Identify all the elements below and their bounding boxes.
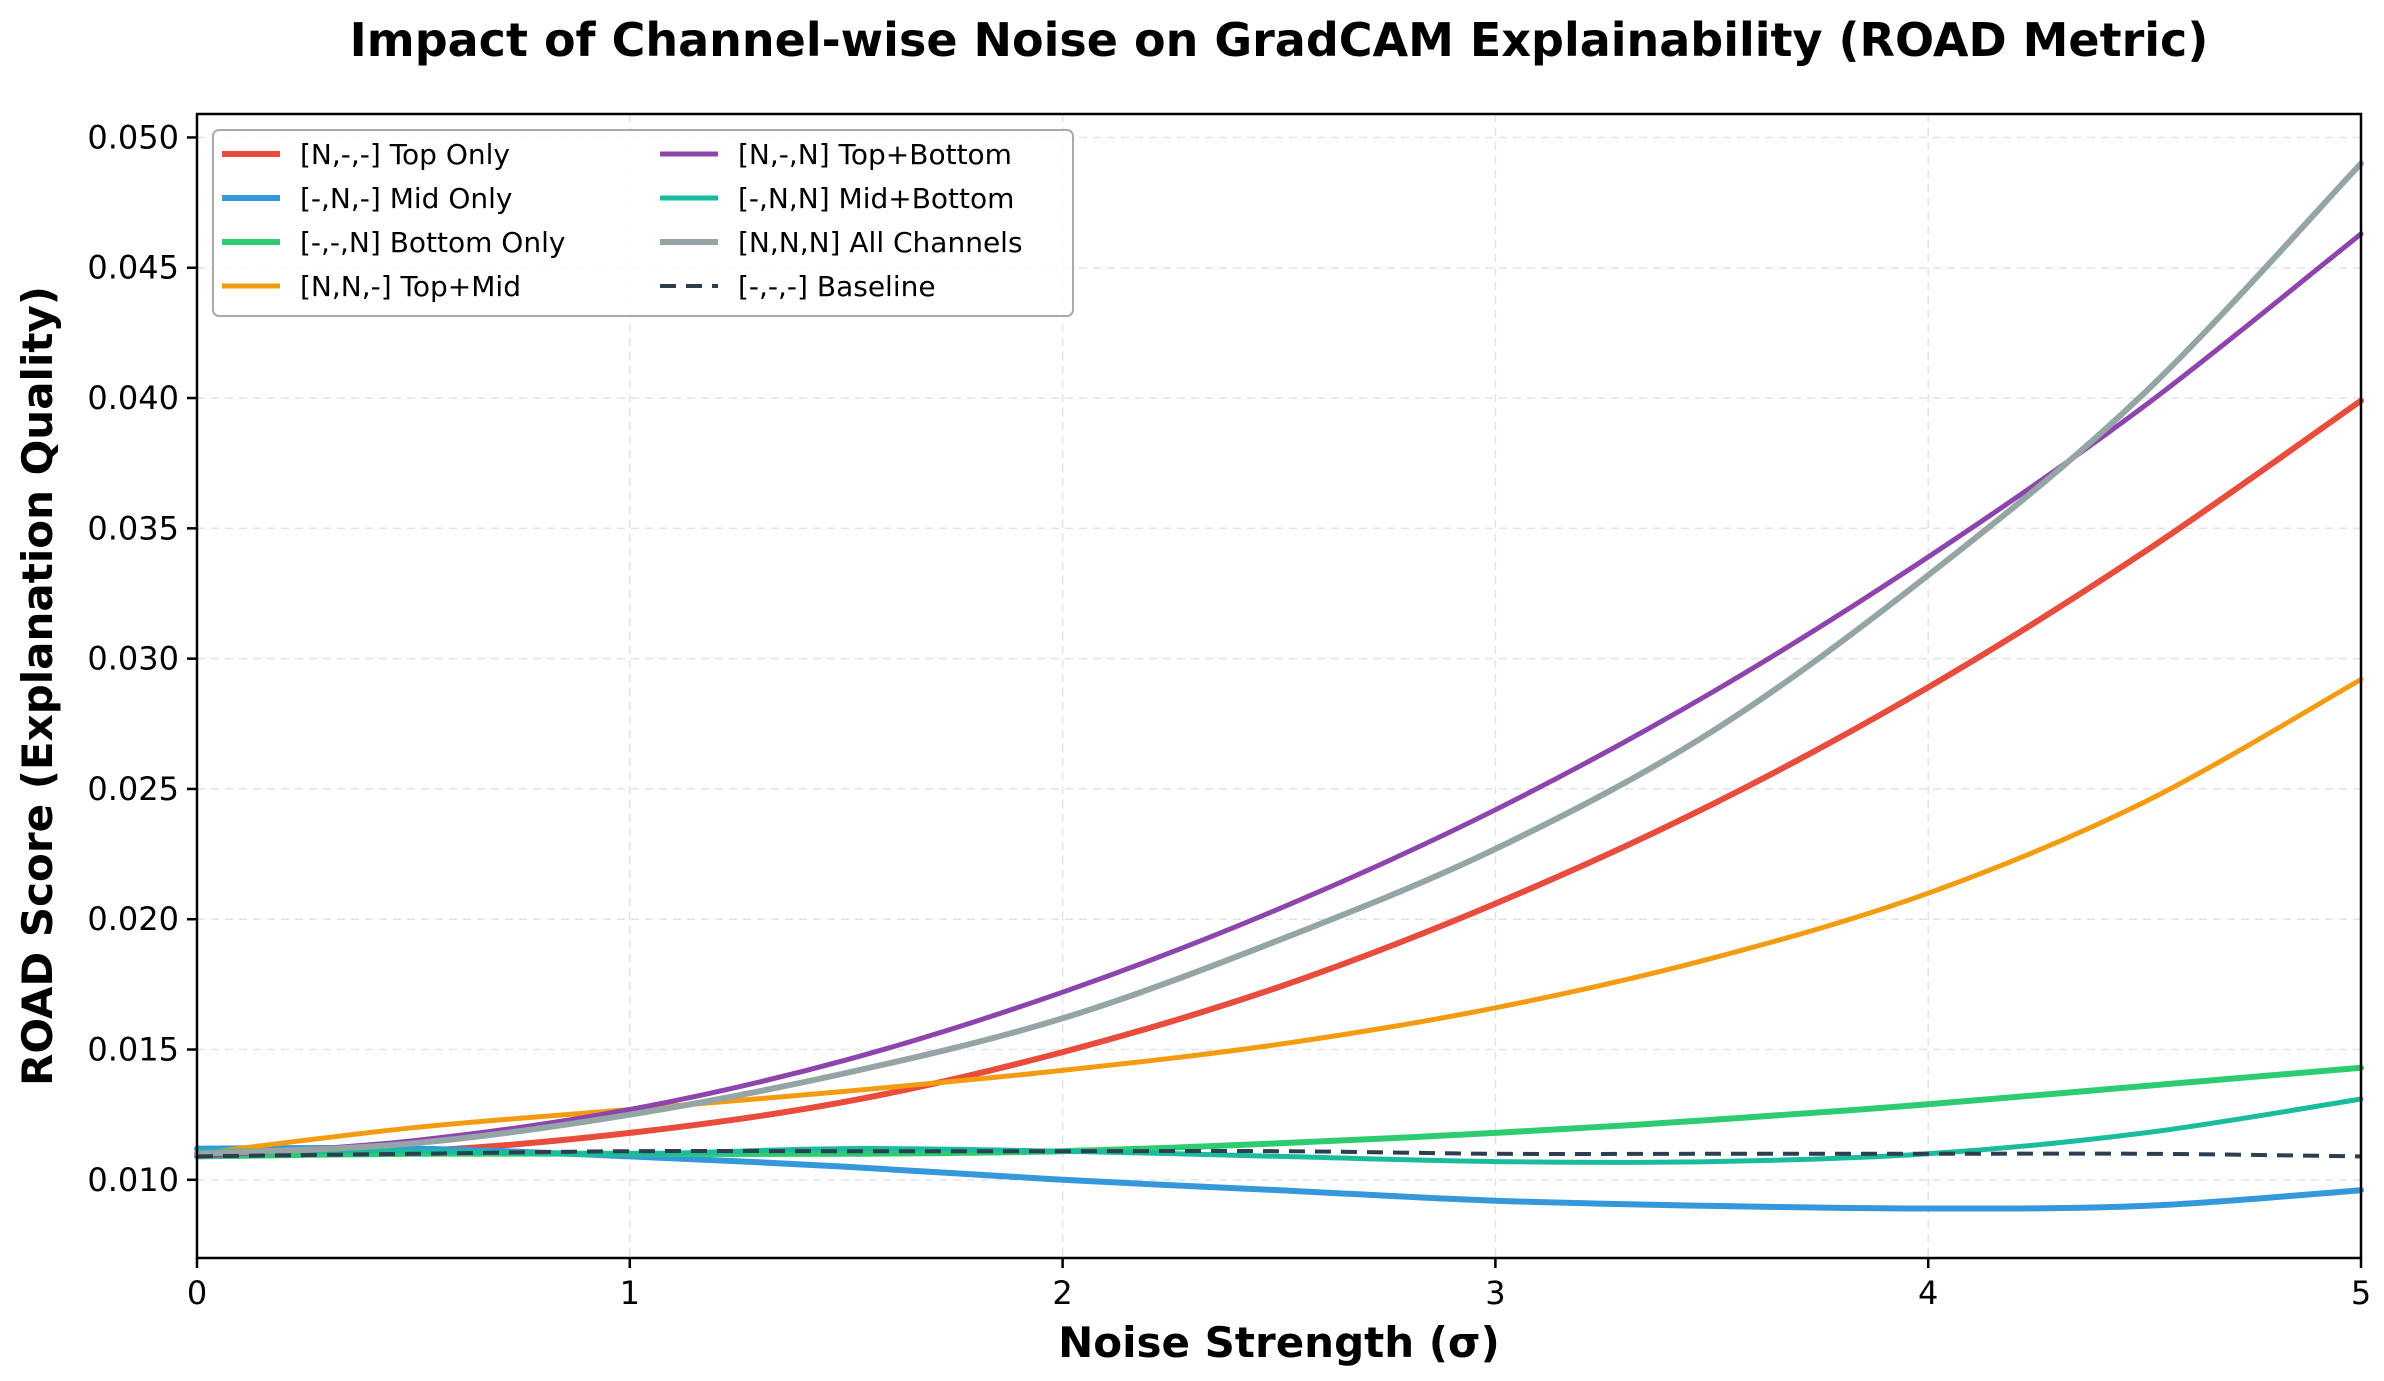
legend-label: [N,N,-] Top+Mid bbox=[300, 270, 521, 303]
legend-items: [N,-,-] Top Only [-,N,-] Mid Only [-,-,N] … bbox=[222, 138, 1023, 303]
legend-label: [N,-,N] Top+Bottom bbox=[738, 138, 1012, 171]
series-lines bbox=[194, 160, 2364, 1212]
series-line-n-top-only bbox=[194, 397, 2364, 1157]
legend-label: [-,-,N] Bottom Only bbox=[300, 226, 565, 259]
series-line-n-n-n-all-channels bbox=[194, 160, 2364, 1157]
x-axis: 0 1 2 3 4 5 bbox=[187, 1258, 2371, 1312]
legend-box bbox=[212, 129, 1074, 317]
x-tick-label: 0 bbox=[187, 1274, 207, 1312]
y-tick-label: 0.010 bbox=[87, 1161, 179, 1199]
legend-label: [-,N,N] Mid+Bottom bbox=[738, 182, 1014, 215]
x-axis-label: Noise Strength (σ) bbox=[1058, 1318, 1500, 1367]
series-line-n-n-top-bottom bbox=[194, 231, 2364, 1159]
y-tick-label: 0.050 bbox=[87, 118, 179, 156]
y-axis-label: ROAD Score (Explanation Quality) bbox=[13, 286, 62, 1086]
legend-label: [N,-,-] Top Only bbox=[300, 138, 510, 171]
legend-label: [-,N,-] Mid Only bbox=[300, 182, 512, 215]
y-axis: 0.010 0.015 0.020 0.025 0.030 0.035 0.040 0.045… bbox=[87, 118, 197, 1199]
y-tick-label: 0.035 bbox=[87, 509, 179, 547]
y-tick-label: 0.020 bbox=[87, 900, 179, 938]
x-tick-label: 5 bbox=[2351, 1274, 2371, 1312]
x-tick-label: 4 bbox=[1918, 1274, 1938, 1312]
legend-label: [N,N,N] All Channels bbox=[738, 226, 1023, 259]
grid bbox=[196, 114, 2362, 1258]
chart-title: Impact of Channel-wise Noise on GradCAM … bbox=[350, 13, 2209, 67]
series-line-n-n-top-mid bbox=[194, 677, 2364, 1157]
x-tick-label: 3 bbox=[1485, 1274, 1505, 1312]
legend: [N,-,-] Top Only [-,N,-] Mid Only [-,-,N] … bbox=[212, 129, 1074, 317]
y-tick-label: 0.030 bbox=[87, 640, 179, 678]
series-line-baseline bbox=[196, 1148, 2362, 1159]
x-tick-label: 2 bbox=[1052, 1274, 1072, 1312]
y-tick-label: 0.015 bbox=[87, 1031, 179, 1069]
legend-label: [-,-,-] Baseline bbox=[738, 270, 936, 303]
plot-frame bbox=[195, 112, 2363, 1260]
y-tick-label: 0.040 bbox=[87, 379, 179, 417]
y-tick-label: 0.025 bbox=[87, 770, 179, 808]
x-tick-label: 1 bbox=[620, 1274, 640, 1312]
y-tick-label: 0.045 bbox=[87, 249, 179, 287]
